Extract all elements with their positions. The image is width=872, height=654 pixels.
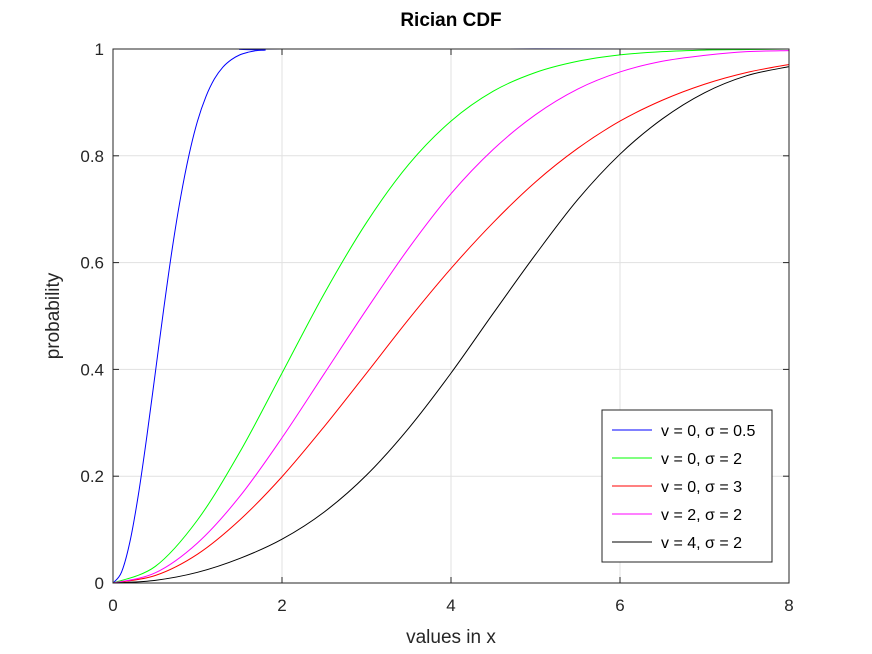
y-tick-label: 1 bbox=[95, 40, 104, 59]
x-tick-label: 2 bbox=[277, 596, 286, 615]
x-tick-label: 4 bbox=[446, 596, 455, 615]
x-tick-label: 0 bbox=[108, 596, 117, 615]
x-axis-label: values in x bbox=[406, 627, 496, 648]
y-axis-label: probability bbox=[43, 272, 64, 359]
legend-label-2: v = 0, σ = 2 bbox=[661, 451, 742, 468]
series-line-3 bbox=[112, 63, 790, 584]
y-tick-label: 0.6 bbox=[80, 254, 104, 273]
series-line-5 bbox=[112, 66, 790, 584]
series-layer bbox=[112, 48, 790, 584]
y-tick-label: 0.2 bbox=[80, 467, 104, 486]
series-line-4 bbox=[112, 50, 790, 584]
legend-label-3: v = 0, σ = 3 bbox=[661, 479, 742, 496]
legend-label-1: v = 0, σ = 0.5 bbox=[661, 423, 755, 440]
y-tick-label: 0.4 bbox=[80, 360, 104, 379]
y-tick-label: 0 bbox=[95, 574, 104, 593]
chart-title: Rician CDF bbox=[400, 10, 501, 31]
series-line-1 bbox=[112, 48, 790, 584]
legend-label-4: v = 2, σ = 2 bbox=[661, 507, 742, 524]
ticks: 0 2 4 6 8 0 0.2 0.4 0.6 0.8 1 bbox=[80, 40, 793, 615]
x-tick-label: 8 bbox=[784, 596, 793, 615]
legend-label-5: v = 4, σ = 2 bbox=[661, 535, 742, 552]
legend: v = 0, σ = 0.5 v = 0, σ = 2 v = 0, σ = 3 v … bbox=[601, 409, 773, 563]
series-line-2 bbox=[112, 48, 790, 584]
y-tick-label: 0.8 bbox=[80, 147, 104, 166]
x-tick-label: 6 bbox=[615, 596, 624, 615]
